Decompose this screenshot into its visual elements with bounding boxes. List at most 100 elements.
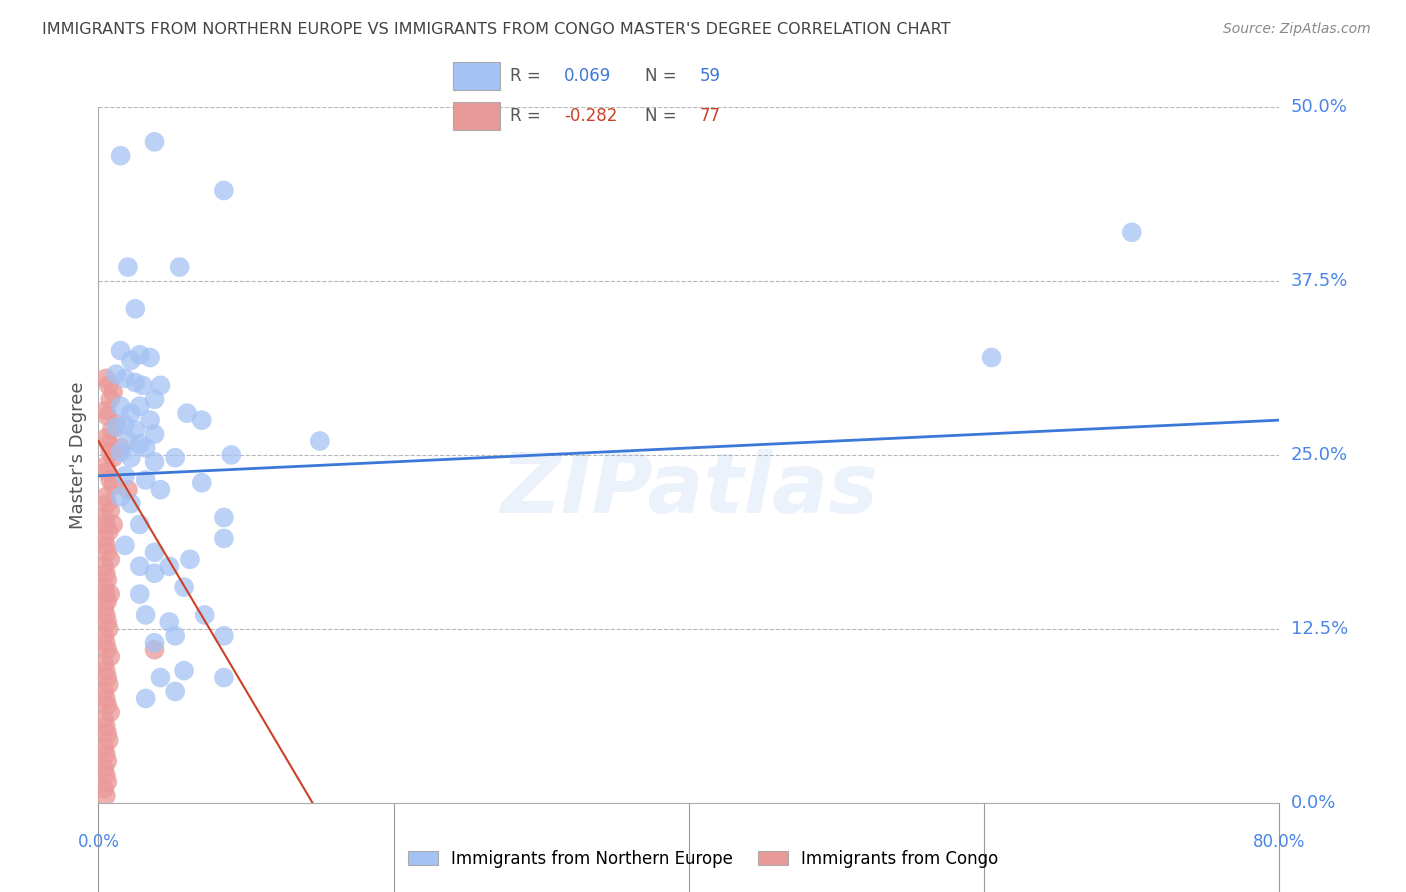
Text: R =: R = [510,107,547,125]
Point [149,671,172,685]
Point [176,406,198,420]
Point [105,368,128,382]
Point [135,473,157,487]
Point [93,601,115,615]
Point [128,587,150,601]
Point [93,712,115,726]
Point [97,378,120,392]
Point [173,664,195,678]
Point [179,552,201,566]
Point [96,409,118,423]
Point [96,726,118,740]
Point [93,580,115,594]
Point [98,503,121,517]
Point [110,490,132,504]
Point [219,448,243,462]
Text: R =: R = [510,67,547,85]
Point [149,378,172,392]
Point [94,789,117,803]
Point [103,517,125,532]
Point [96,545,118,559]
Point [110,149,132,163]
Point [117,434,139,448]
Point [94,517,117,532]
Point [96,775,118,789]
Point [93,532,115,546]
Point [94,768,117,782]
Point [135,441,157,455]
Point [93,761,115,775]
Point [103,478,125,492]
Point [98,587,121,601]
Point [191,475,214,490]
Point [143,545,166,559]
Point [94,538,117,552]
Point [97,524,120,539]
Point [120,450,142,465]
Text: N =: N = [645,107,682,125]
Point [105,417,128,432]
Point [149,483,172,497]
Point [139,413,162,427]
Point [103,450,125,465]
Point [97,677,120,691]
Y-axis label: Master's Degree: Master's Degree [69,381,87,529]
Point [97,622,120,636]
Point [94,719,117,733]
Point [120,497,142,511]
Point [93,657,115,671]
Point [103,385,125,400]
Point [165,450,187,465]
Point [124,423,146,437]
Point [139,351,162,365]
Point [165,629,187,643]
Point [143,642,166,657]
Point [212,671,235,685]
Point [96,671,118,685]
Text: 80.0%: 80.0% [1253,833,1306,851]
Point [212,532,235,546]
Point [98,649,121,664]
Point [96,594,118,608]
Point [157,615,180,629]
Text: 77: 77 [699,107,720,125]
Text: 12.5%: 12.5% [1291,620,1348,638]
Point [1121,225,1143,239]
Point [93,510,115,524]
Point [128,517,150,532]
Text: 25.0%: 25.0% [1291,446,1348,464]
Point [309,434,332,448]
Point [98,445,121,459]
Point [94,371,117,385]
Point [96,573,118,587]
Point [114,371,136,385]
Point [132,378,155,392]
Text: -0.282: -0.282 [564,107,617,125]
Point [98,473,121,487]
Point [212,184,235,198]
Point [114,468,136,483]
Point [94,431,117,445]
Point [143,455,166,469]
Point [143,566,166,581]
Point [128,348,150,362]
Point [135,691,157,706]
Point [94,587,117,601]
Text: 0.069: 0.069 [564,67,612,85]
Point [96,497,118,511]
Point [94,566,117,581]
Point [124,301,146,316]
Text: 50.0%: 50.0% [1291,98,1347,116]
Point [94,458,117,473]
Point [212,510,235,524]
Point [117,260,139,274]
Point [110,343,132,358]
Point [143,135,166,149]
Point [110,441,132,455]
Text: Source: ZipAtlas.com: Source: ZipAtlas.com [1223,22,1371,37]
Point [114,538,136,552]
Point [120,406,142,420]
Point [120,353,142,368]
Point [114,417,136,432]
Point [124,376,146,390]
